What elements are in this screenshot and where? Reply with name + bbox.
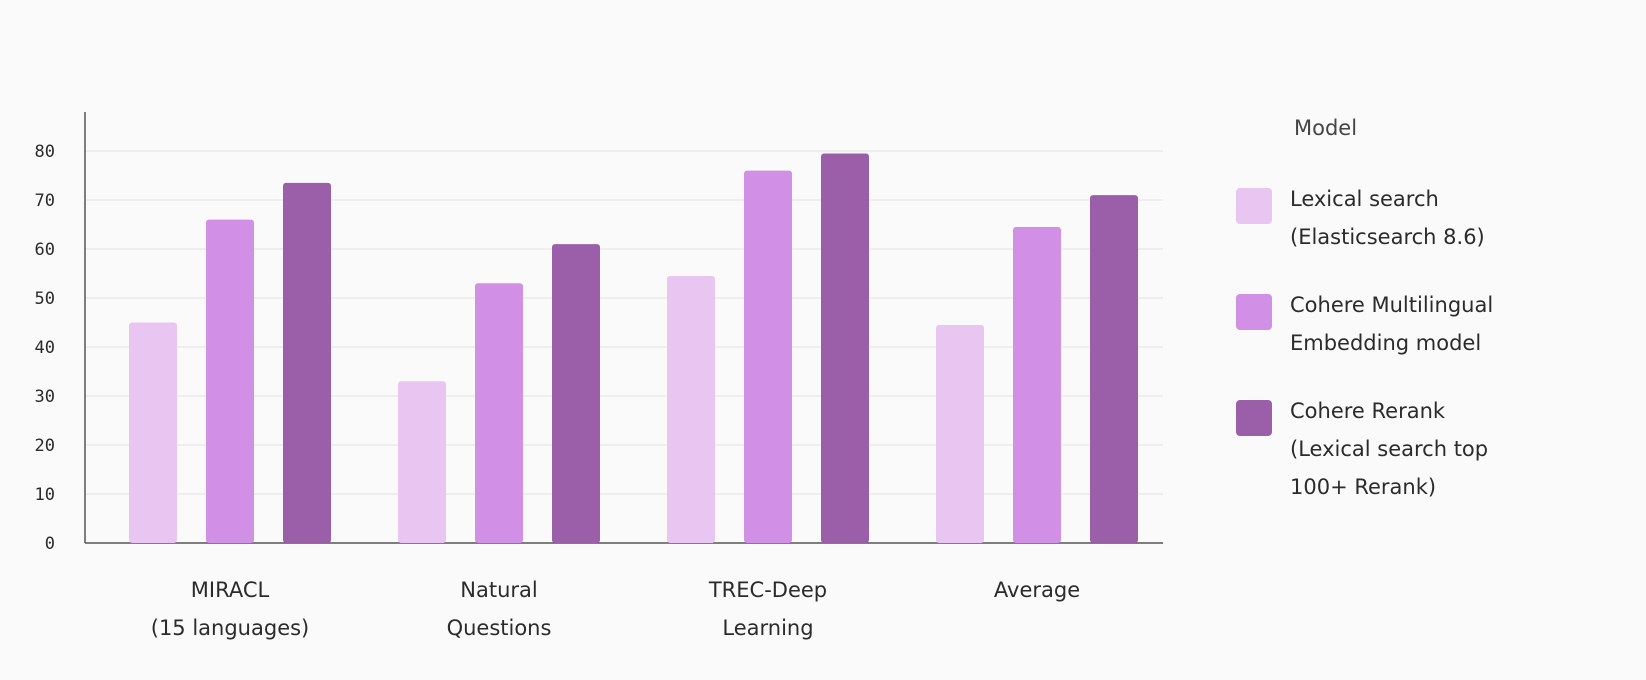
bar-lexical-search <box>667 275 715 543</box>
bar-cohere-rerank <box>821 153 869 543</box>
y-tick-label: 50 <box>35 289 55 309</box>
y-tick-label: 40 <box>35 338 55 358</box>
y-tick-labels: 0 10 20 30 40 50 60 70 80 <box>35 142 55 554</box>
y-tick-label: 0 <box>45 534 55 554</box>
category-labels: MIRACL (15 languages) Natural Questions TREC… <box>151 578 1080 640</box>
y-tick-label: 30 <box>35 387 55 407</box>
bar-cohere-rerank <box>283 182 331 543</box>
y-tick-label: 10 <box>35 485 55 505</box>
legend-item: Cohere Rerank (Lexical search top 100+ R… <box>1236 392 1616 506</box>
bar-multilingual-embedding <box>744 170 792 543</box>
y-tick-label: 80 <box>35 142 55 162</box>
bar-cohere-rerank <box>552 244 600 543</box>
bar-multilingual-embedding <box>206 219 254 543</box>
legend-swatch <box>1236 400 1272 436</box>
legend-item: Cohere Multilingual Embedding model <box>1236 286 1616 362</box>
bars <box>129 153 1138 543</box>
bar-multilingual-embedding <box>1013 226 1061 543</box>
legend: Model Lexical search (Elasticsearch 8.6)… <box>1236 116 1616 536</box>
bar-lexical-search <box>398 381 446 543</box>
y-tick-label: 70 <box>35 191 55 211</box>
gridlines <box>85 150 1163 495</box>
legend-label: Cohere Multilingual Embedding model <box>1290 293 1494 355</box>
legend-title: Model <box>1294 116 1358 140</box>
x-category-label: Average <box>994 578 1080 602</box>
legend-label: Lexical search (Elasticsearch 8.6) <box>1290 187 1485 249</box>
bar-lexical-search <box>129 322 177 543</box>
y-tick-label: 60 <box>35 240 55 260</box>
axes <box>84 112 1163 544</box>
bar-lexical-search <box>936 324 984 543</box>
legend-label: Cohere Rerank (Lexical search top 100+ R… <box>1290 399 1489 499</box>
legend-swatch <box>1236 188 1272 224</box>
y-tick-label: 20 <box>35 436 55 456</box>
x-category-label: Natural Questions <box>447 578 552 640</box>
x-category-label: TREC-Deep Learning <box>708 578 827 640</box>
legend-item: Lexical search (Elasticsearch 8.6) <box>1236 180 1616 256</box>
bar-cohere-rerank <box>1090 195 1138 543</box>
x-category-label: MIRACL (15 languages) <box>151 578 310 640</box>
bar-multilingual-embedding <box>475 283 523 543</box>
legend-swatch <box>1236 294 1272 330</box>
